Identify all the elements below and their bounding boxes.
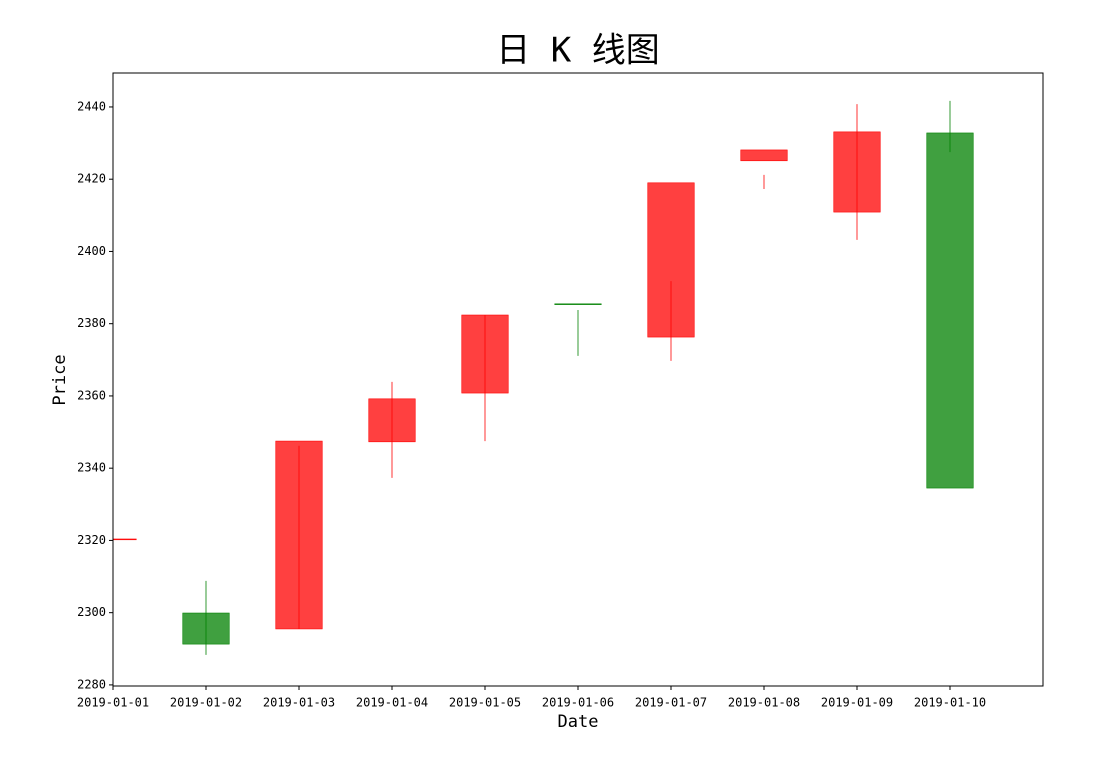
x-tick-label: 2019-01-01 xyxy=(77,696,149,710)
y-tick-label: 2440 xyxy=(77,99,106,113)
x-tick-label: 2019-01-10 xyxy=(914,696,986,710)
y-tick-label: 2280 xyxy=(77,677,106,691)
candle-body xyxy=(275,440,323,630)
y-axis-title: Price xyxy=(50,354,70,405)
x-tick-label: 2019-01-02 xyxy=(170,696,242,710)
x-tick-label: 2019-01-08 xyxy=(728,696,800,710)
y-tick-label: 2400 xyxy=(77,244,106,258)
x-axis-title: Date xyxy=(558,712,599,732)
candle-body xyxy=(368,398,416,443)
y-tick-label: 2380 xyxy=(77,316,106,330)
candle-body xyxy=(554,303,602,305)
y-tick-label: 2420 xyxy=(77,172,106,186)
x-tick-label: 2019-01-07 xyxy=(635,696,707,710)
plot-area xyxy=(113,100,974,655)
x-tick-label: 2019-01-04 xyxy=(356,696,428,710)
candle-body xyxy=(833,131,881,213)
x-tick-label: 2019-01-09 xyxy=(821,696,893,710)
x-tick-label: 2019-01-05 xyxy=(449,696,521,710)
y-tick-label: 2340 xyxy=(77,461,106,475)
y-tick-label: 2360 xyxy=(77,388,106,402)
candle-body xyxy=(461,314,509,394)
y-tick-label: 2300 xyxy=(77,605,106,619)
chart-title: 日 K 线图 xyxy=(496,31,659,71)
y-tick-label: 2320 xyxy=(77,533,106,547)
candle-body xyxy=(113,538,137,541)
candle-body xyxy=(647,182,695,338)
x-tick-label: 2019-01-06 xyxy=(542,696,614,710)
candle-body xyxy=(740,149,788,162)
plot-frame xyxy=(112,72,1044,687)
candle-body xyxy=(926,132,974,489)
candle-body xyxy=(182,612,230,645)
x-tick-label: 2019-01-03 xyxy=(263,696,335,710)
